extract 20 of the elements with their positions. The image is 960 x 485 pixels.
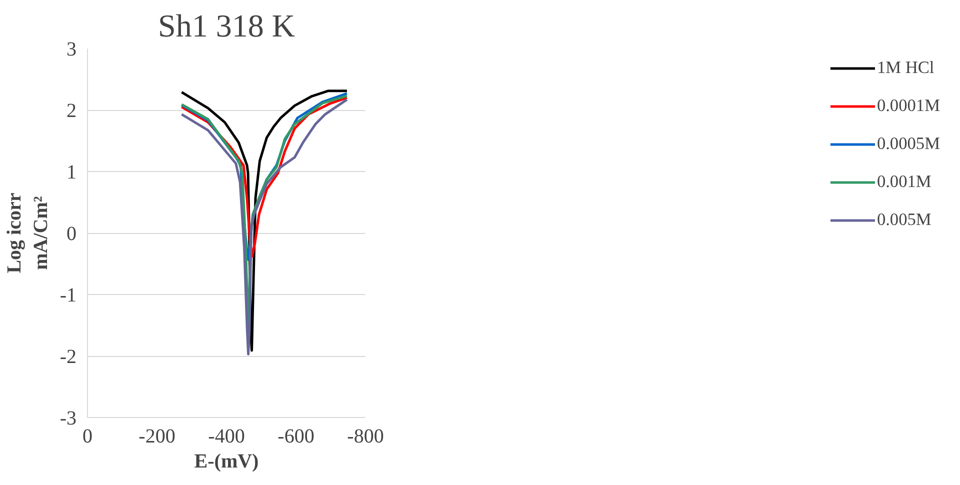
legend-label: 0.0005M xyxy=(876,134,940,154)
legend-label: 0.0001M xyxy=(876,96,940,116)
chart-title: Sh1 318 K xyxy=(158,8,295,44)
y-tick-label: -2 xyxy=(60,346,77,368)
y-tick-label: 0 xyxy=(66,223,76,245)
x-tick-label: -400 xyxy=(208,426,245,448)
y-axis-title: Log icorr mA/Cm² xyxy=(3,192,52,274)
x-tick-label: -600 xyxy=(278,426,314,448)
legend-label: 1M HCl xyxy=(876,58,934,78)
y-tick-label: 3 xyxy=(66,38,76,60)
x-tick-label: -800 xyxy=(347,426,384,448)
y-tick-label: -1 xyxy=(60,284,77,306)
x-tick-label: -200 xyxy=(138,426,176,448)
y-tick-label: 2 xyxy=(66,100,76,122)
x-tick-label: 0 xyxy=(82,426,92,448)
legend-label: 0.005M xyxy=(876,210,932,230)
legend-label: 0.001M xyxy=(876,172,932,192)
y-tick-label: 1 xyxy=(66,162,76,184)
x-axis-title: E-(mV) xyxy=(194,450,259,472)
y-tick-label: -3 xyxy=(60,408,77,430)
